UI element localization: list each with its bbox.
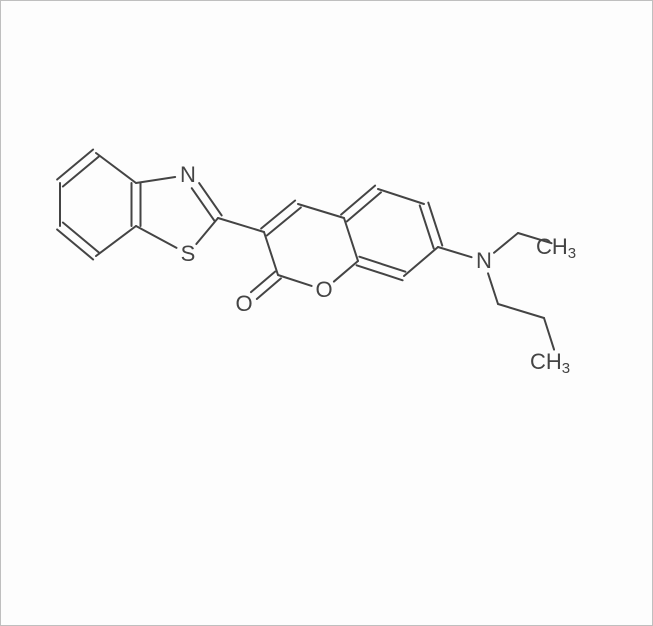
bond bbox=[96, 226, 136, 256]
bond bbox=[267, 207, 301, 235]
bond bbox=[494, 233, 518, 253]
bond bbox=[257, 278, 281, 299]
bond bbox=[488, 273, 498, 304]
bond bbox=[261, 201, 295, 229]
bond bbox=[378, 189, 424, 204]
bond bbox=[347, 192, 381, 221]
atom-label-Eb3: CH3 bbox=[530, 349, 570, 377]
bond bbox=[196, 218, 218, 244]
molecule-diagram: N S O O N CH3 CH3 bbox=[0, 0, 653, 626]
atom-label-O1: O bbox=[315, 277, 332, 302]
atom-label-Ea2: CH3 bbox=[536, 234, 576, 262]
bond bbox=[278, 275, 312, 286]
atom-label-S: S bbox=[181, 241, 196, 266]
bond bbox=[218, 218, 264, 232]
canvas-border bbox=[1, 1, 653, 626]
bond bbox=[498, 304, 544, 318]
bond bbox=[298, 204, 344, 218]
bond bbox=[544, 318, 554, 350]
bond bbox=[136, 177, 175, 183]
bond bbox=[334, 261, 358, 282]
bond bbox=[344, 218, 358, 261]
bond bbox=[199, 183, 222, 215]
bond bbox=[341, 186, 375, 215]
bond bbox=[251, 272, 275, 293]
atom-label-Oco: O bbox=[235, 291, 252, 316]
bond bbox=[264, 232, 278, 275]
bond bbox=[96, 153, 136, 183]
bond bbox=[404, 247, 438, 276]
atom-label-N1: N bbox=[180, 162, 196, 187]
bond bbox=[192, 188, 215, 220]
bond bbox=[136, 226, 177, 248]
atom-label-N2: N bbox=[476, 248, 492, 273]
bond bbox=[438, 247, 472, 257]
